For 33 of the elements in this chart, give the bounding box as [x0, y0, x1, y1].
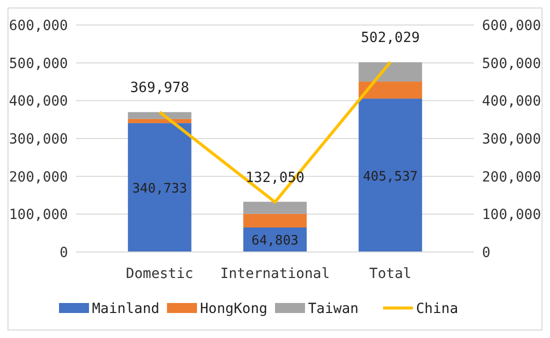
y-tick-label: 400,000	[8, 94, 68, 110]
data-label: 405,537	[362, 169, 418, 184]
bar	[358, 98, 422, 252]
data-label: 64,803	[252, 234, 298, 249]
data-label: 502,029	[360, 30, 420, 46]
data-label: 340,733	[132, 182, 188, 197]
y2-tick-label: 400,000	[482, 94, 542, 110]
legend-label: Taiwan	[308, 301, 359, 317]
x-tick-label: Domestic	[126, 266, 194, 282]
y-tick-label: 0	[60, 245, 68, 261]
y-tick-label: 200,000	[8, 169, 68, 186]
data-label: 369,978	[130, 80, 190, 96]
bar	[243, 214, 307, 228]
y2-tick-label: 500,000	[482, 56, 542, 72]
y2-tick-label: 300,000	[482, 132, 542, 148]
y-tick-label: 300,000	[8, 132, 68, 148]
legend-label: HongKong	[200, 301, 268, 317]
legend-label: China	[416, 301, 458, 317]
bar	[358, 82, 422, 99]
bar	[128, 123, 192, 252]
legend-label: Mainland	[92, 301, 160, 317]
y-tick-label: 500,000	[8, 56, 68, 72]
y-tick-label: 600,000	[8, 18, 68, 34]
bar	[243, 202, 307, 214]
y2-tick-label: 100,000	[482, 207, 542, 224]
y-tick-label: 100,000	[8, 207, 68, 224]
y2-tick-label: 200,000	[482, 169, 542, 186]
x-tick-label: International	[220, 266, 330, 282]
bar	[358, 62, 422, 82]
x-tick-label: Total	[369, 266, 412, 282]
bar	[128, 112, 192, 119]
y2-tick-label: 600,000	[482, 18, 542, 34]
y2-tick-label: 0	[482, 245, 490, 261]
